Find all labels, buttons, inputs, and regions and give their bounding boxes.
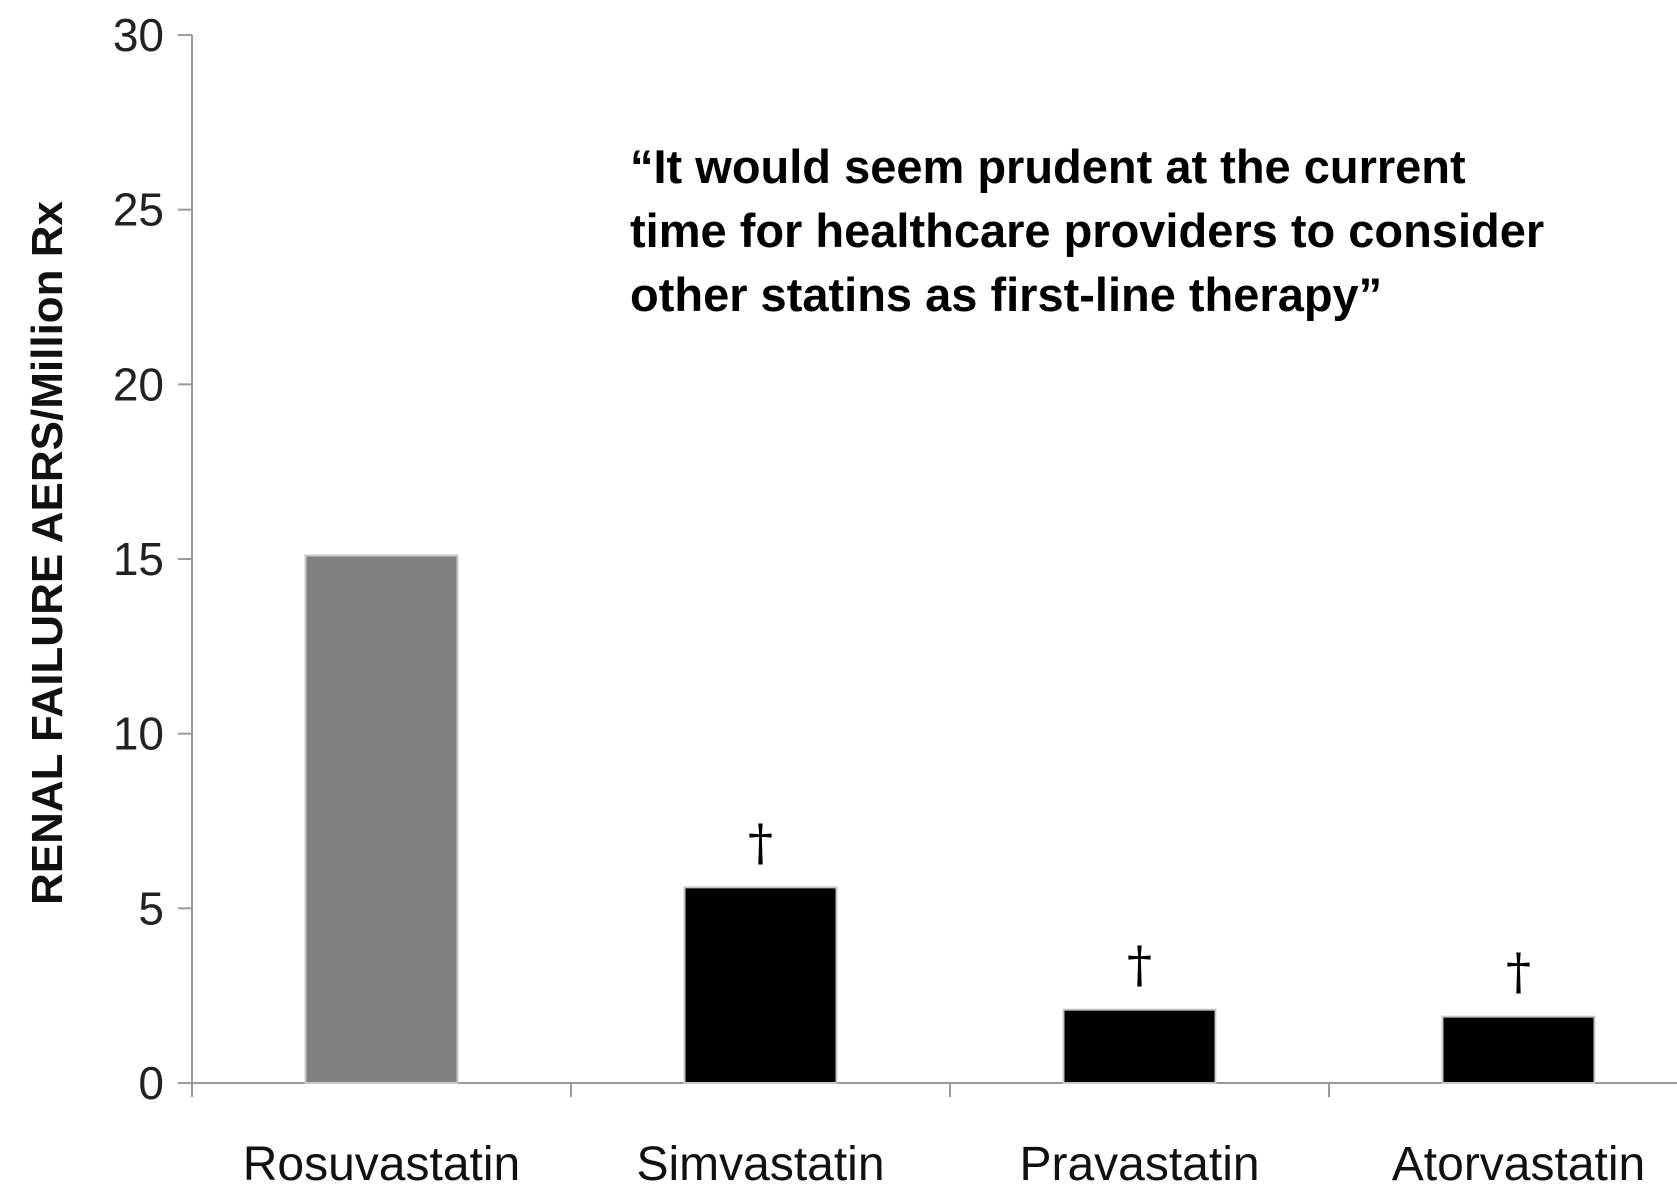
y-tick-label: 5 [138,882,164,934]
quote-line: “It would seem prudent at the current [630,140,1466,193]
y-tick-label: 30 [113,9,164,61]
y-tick-label: 10 [113,708,164,760]
y-tick-label: 25 [113,184,164,236]
bar-simvastatin [683,886,838,1085]
quote-line: other statins as first-line therapy” [630,268,1382,321]
significance-markers: † † † [748,813,1531,1000]
y-tick-label: 20 [113,358,164,410]
y-tick-label: 0 [138,1057,164,1109]
x-tick-label: Atorvastatin [1392,1138,1645,1191]
quote-annotation: “It would seem prudent at the current tim… [630,140,1544,321]
y-axis: 0 5 10 15 20 25 30 [113,9,193,1109]
significance-dagger: † [1506,943,1531,1001]
quote-line: time for healthcare providers to conside… [630,204,1544,257]
x-tick-label: Simvastatin [636,1138,884,1191]
bar-pravastatin [1062,1008,1217,1085]
x-tick-label: Pravastatin [1019,1138,1259,1191]
bars [304,554,1596,1085]
bar-atorvastatin [1441,1015,1596,1084]
significance-dagger: † [748,813,773,871]
y-tick-label: 15 [113,533,164,585]
bar-rosuvastatin [304,554,459,1084]
x-tick-label: Rosuvastatin [243,1138,520,1191]
y-axis-label: RENAL FAILURE AERS/Million Rx [23,200,72,905]
x-axis: Rosuvastatin Simvastatin Pravastatin Atorva… [191,1082,1677,1191]
significance-dagger: † [1127,936,1152,994]
